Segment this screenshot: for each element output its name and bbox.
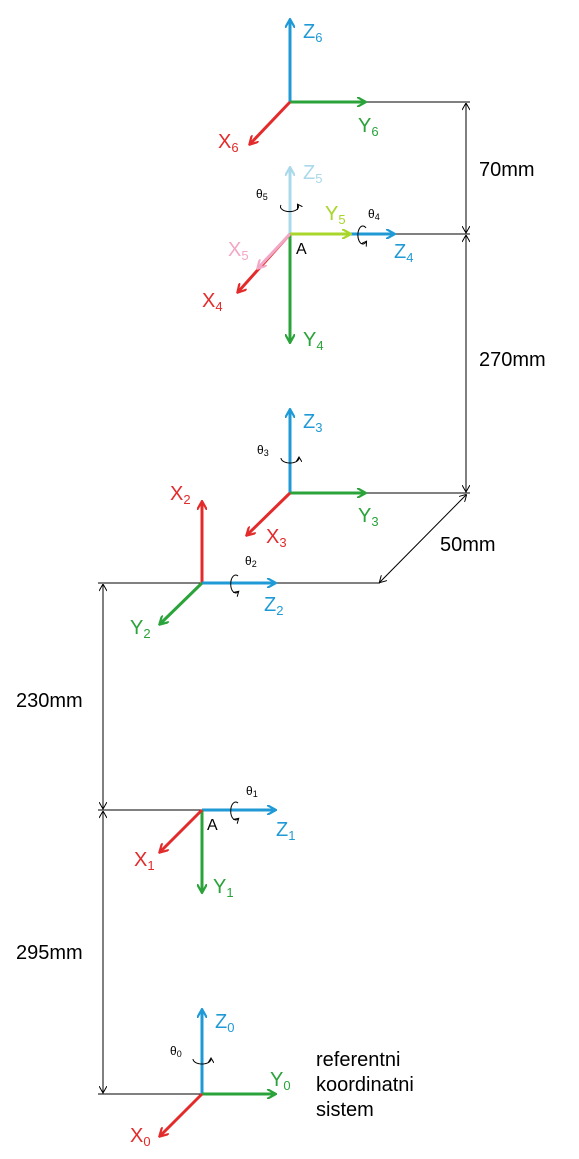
rotation-theta3-icon xyxy=(280,458,299,464)
caption-line-3: sistem xyxy=(316,1099,374,1121)
dimension-lines xyxy=(98,101,470,1095)
y3-label: Y3 xyxy=(358,505,379,529)
z1-label: Z1 xyxy=(276,819,295,843)
x6-label: X6 xyxy=(218,131,239,155)
y1-label: Y1 xyxy=(213,876,234,900)
rotation-theta2-icon xyxy=(230,574,238,593)
dim-50mm: 50mm xyxy=(440,534,496,556)
y4-label: Y4 xyxy=(303,329,324,353)
rotation-theta5-icon xyxy=(280,205,299,213)
x0-label: X0 xyxy=(130,1125,151,1149)
theta1-label: θ1 xyxy=(246,784,258,799)
frame-0: Z0 Y0 X0 θ0 xyxy=(130,1010,291,1149)
theta5-label: θ5 xyxy=(256,187,268,202)
x1-label: X1 xyxy=(134,849,155,873)
x5-label: X5 xyxy=(228,239,249,263)
z5-label: Z5 xyxy=(303,162,322,186)
dim-295mm: 295mm xyxy=(16,942,83,964)
rotation-theta4-icon xyxy=(357,225,366,244)
frame-2: X2 Z2 Y2 θ2 xyxy=(130,483,283,641)
rotation-theta1-icon xyxy=(230,801,238,820)
y6-label: Y6 xyxy=(358,115,379,139)
dim-270mm: 270mm xyxy=(479,349,546,371)
z3-label: Z3 xyxy=(303,411,322,435)
x4-label: X4 xyxy=(202,290,223,314)
rotation-theta0-icon xyxy=(192,1059,211,1065)
dim-230mm: 230mm xyxy=(16,690,83,712)
dim-70mm: 70mm xyxy=(479,159,535,181)
x3-label: X3 xyxy=(266,526,287,550)
z4-label: Z4 xyxy=(394,241,413,265)
y0-label: Y0 xyxy=(270,1069,291,1093)
y5-label: Y5 xyxy=(325,203,346,227)
z2-label: Z2 xyxy=(264,594,283,618)
caption-line-1: referentni xyxy=(316,1049,401,1071)
theta0-label: θ0 xyxy=(170,1044,182,1059)
point-a-lower: A xyxy=(207,817,218,834)
frame-3: Z3 Y3 X3 θ3 xyxy=(247,410,379,550)
point-a-upper: A xyxy=(296,241,307,258)
z6-label: Z6 xyxy=(303,21,322,45)
theta4-label: θ4 xyxy=(368,207,380,222)
frame-4-5: Z5 Y5 Z4 X5 X4 Y4 A θ5 θ4 xyxy=(202,162,413,353)
z0-label: Z0 xyxy=(215,1011,234,1035)
y2-label: Y2 xyxy=(130,617,151,641)
theta3-label: θ3 xyxy=(257,443,269,458)
frame-6: Z6 Y6 X6 xyxy=(218,20,379,155)
frame-1: Z1 X1 Y1 A θ1 xyxy=(134,784,295,900)
theta2-label: θ2 xyxy=(245,554,257,569)
caption-line-2: koordinatni xyxy=(316,1074,414,1096)
x2-label: X2 xyxy=(170,483,191,507)
